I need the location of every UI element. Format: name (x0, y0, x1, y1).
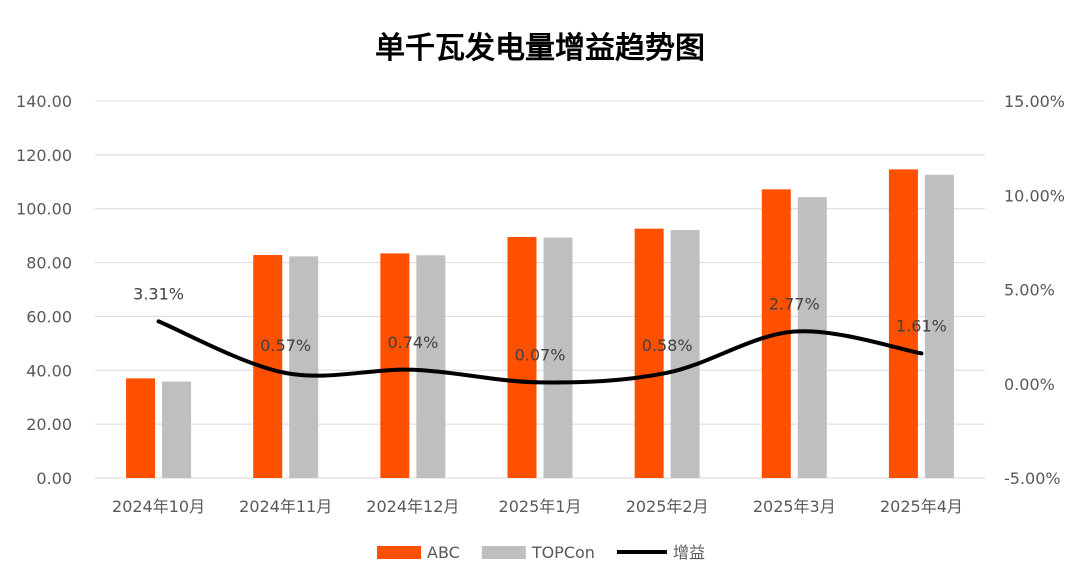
legend-label: 增益 (673, 543, 705, 562)
bar-topcon (797, 197, 827, 478)
line-gain (156, 319, 924, 385)
data-label-gain: 1.61% (896, 316, 947, 335)
bar-abc (507, 236, 537, 478)
bar-topcon (289, 256, 319, 478)
legend-swatch-abc (377, 546, 421, 559)
x-tick-label: 2024年12月 (366, 497, 459, 516)
y-left-tick-label: 80.00 (26, 254, 72, 273)
line-series (156, 319, 924, 385)
bar-topcon (416, 255, 446, 478)
bar-topcon (924, 174, 954, 478)
x-tick-label: 2025年1月 (499, 497, 582, 516)
left-axis: 0.00 20.00 40.00 60.00 80.00 100.00 120.00 140.… (16, 92, 72, 488)
gridlines (95, 100, 985, 479)
bar-series (126, 169, 954, 479)
legend-label: TOPCon (531, 543, 595, 562)
legend-label: ABC (427, 543, 460, 562)
data-labels: 3.31% 0.57% 0.74% 0.07% 0.58% 2.77% 1.61% (133, 284, 947, 364)
bar-topcon (670, 229, 700, 478)
x-tick-label: 2025年3月 (753, 497, 836, 516)
y-left-tick-label: 140.00 (16, 92, 72, 111)
bar-abc (380, 253, 410, 478)
bar-topcon (162, 381, 192, 478)
y-left-tick-label: 40.00 (26, 361, 72, 380)
data-label-gain: 0.07% (515, 345, 566, 364)
data-label-gain: 3.31% (133, 284, 184, 303)
right-axis: -5.00% 0.00% 5.00% 10.00% 15.00% (1004, 92, 1065, 488)
bar-abc (126, 378, 156, 478)
x-tick-label: 2024年11月 (239, 497, 332, 516)
y-left-tick-label: 0.00 (36, 469, 72, 488)
y-right-tick-label: 0.00% (1004, 375, 1055, 394)
legend-swatch-topcon (481, 546, 526, 559)
y-right-tick-label: 10.00% (1004, 186, 1065, 205)
x-tick-label: 2024年10月 (112, 497, 205, 516)
y-left-tick-label: 20.00 (26, 415, 72, 434)
data-label-gain: 0.57% (260, 336, 311, 355)
chart-title: 单千瓦发电量增益趋势图 (375, 31, 705, 66)
y-right-tick-label: 5.00% (1004, 281, 1055, 300)
x-tick-label: 2025年4月 (880, 497, 963, 516)
bar-topcon (543, 237, 573, 478)
bar-abc (888, 169, 918, 479)
y-left-tick-label: 120.00 (16, 146, 72, 165)
y-left-tick-label: 100.00 (16, 200, 72, 219)
x-axis: 2024年10月 2024年11月 2024年12月 2025年1月 2025年2月 20… (112, 497, 963, 516)
y-right-tick-label: -5.00% (1004, 469, 1061, 488)
data-label-gain: 0.74% (387, 333, 438, 352)
data-label-gain: 0.58% (642, 336, 693, 355)
x-tick-label: 2025年2月 (626, 497, 709, 516)
data-label-gain: 2.77% (769, 295, 820, 314)
bar-abc (634, 228, 664, 478)
y-left-tick-label: 60.00 (26, 307, 72, 326)
y-right-tick-label: 15.00% (1004, 92, 1065, 111)
legend: ABC TOPCon 增益 (377, 543, 705, 562)
